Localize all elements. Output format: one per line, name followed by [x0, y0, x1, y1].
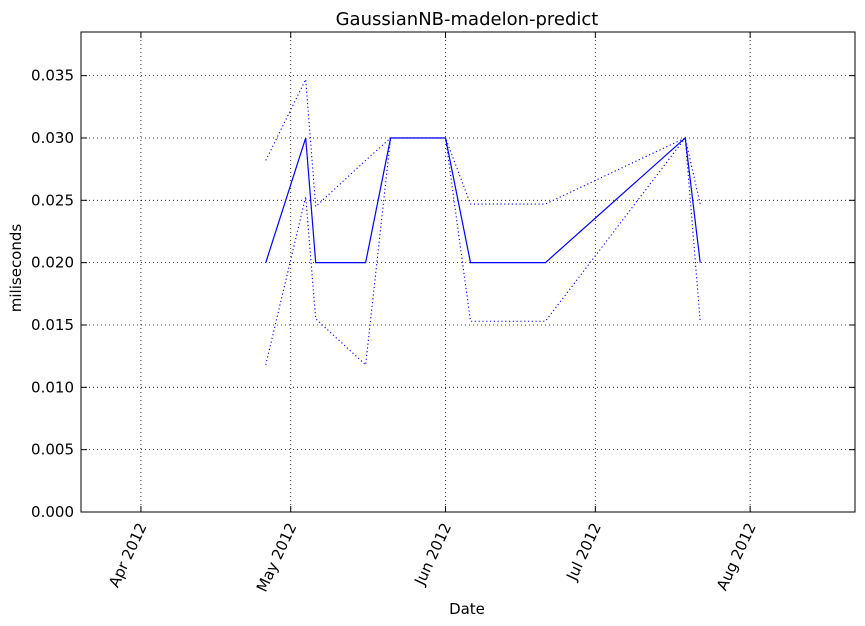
- y-tick-label: 0.020: [31, 254, 74, 272]
- x-axis-label: Date: [449, 600, 485, 618]
- y-tick-label: 0.015: [31, 316, 74, 334]
- y-tick-label: 0.035: [31, 67, 74, 85]
- y-tick-label: 0.000: [31, 503, 74, 521]
- y-tick-label: 0.025: [31, 191, 74, 209]
- y-axis-label: miliseconds: [7, 224, 25, 313]
- plot-frame: [80, 31, 856, 513]
- y-tick-label: 0.005: [31, 441, 74, 459]
- series-layer: [265, 77, 701, 367]
- chart-title: GaussianNB-madelon-predict: [336, 9, 599, 30]
- y-tick-label: 0.030: [31, 129, 74, 147]
- series-line-bound-1: [265, 77, 701, 208]
- y-tick-label: 0.010: [31, 378, 74, 396]
